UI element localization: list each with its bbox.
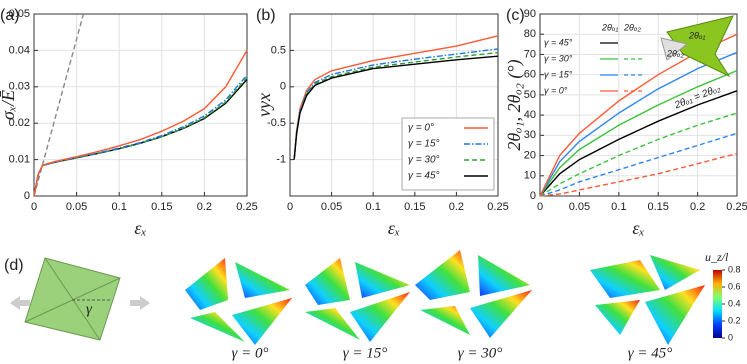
x-tick-label: 0.15 — [647, 201, 668, 213]
y-tick-label: 0 — [280, 81, 286, 93]
series-line — [33, 50, 248, 197]
y-tick-label: 50 — [524, 89, 536, 101]
series-line — [539, 69, 738, 197]
series-line — [539, 51, 738, 197]
x-axis-label: εₓ — [632, 218, 644, 238]
x-tick-label: 0.2 — [690, 201, 705, 213]
x-tick-label: 0.2 — [449, 201, 464, 213]
x-tick-label: 0 — [31, 201, 37, 213]
deformed-plate — [185, 258, 292, 345]
caption: γ = 45° — [628, 345, 673, 361]
panel-d: (d) γ u_z/l γ = 0° γ = 15° γ = 30° γ = 45° 0… — [4, 250, 741, 362]
panel-label: (b) — [256, 7, 276, 24]
series-line — [293, 55, 499, 160]
y-tick-label: 0.01 — [9, 154, 30, 166]
y-tick-label: 10 — [524, 170, 536, 182]
y-tick-label: 0.04 — [9, 44, 30, 56]
y-tick-label: -0.5 — [267, 117, 286, 129]
x-tick-label: 0.25 — [487, 201, 508, 213]
deformed-plate — [590, 255, 705, 345]
inset-diagram — [660, 37, 689, 61]
colorbar — [713, 270, 722, 338]
legend-label: γ = 15° — [408, 139, 440, 150]
x-tick-label: 0 — [537, 201, 543, 213]
legend-header: 2θₒ₂ — [623, 22, 641, 32]
caption: γ = 0° — [231, 345, 268, 361]
series-line — [539, 112, 738, 197]
x-tick-label: 0.05 — [66, 201, 87, 213]
arrow-left — [10, 296, 30, 310]
panel-label: (d) — [4, 257, 24, 274]
caption: γ = 30° — [458, 345, 503, 361]
y-tick-label: 30 — [524, 129, 536, 141]
x-tick-label: 0.1 — [366, 201, 381, 213]
series-line — [539, 90, 738, 197]
colorbar-tick-label: 0.2 — [728, 315, 741, 325]
y-tick-label: 0.5 — [271, 44, 286, 56]
y-tick-label: 20 — [524, 149, 536, 161]
inset-label: 2θₒ₂ — [666, 48, 684, 58]
caption: γ = 15° — [343, 345, 388, 361]
deformed-plate — [415, 250, 532, 338]
x-axis-label: εₓ — [134, 218, 146, 238]
diagonal — [44, 257, 101, 341]
y-tick-label: 0.05 — [9, 8, 30, 20]
y-tick-label: 60 — [524, 69, 536, 81]
legend-label: γ = 30° — [408, 155, 440, 166]
series-line — [539, 132, 738, 197]
legend-box — [401, 117, 495, 191]
x-tick-label: 0.25 — [726, 201, 747, 213]
x-tick-label: 0.15 — [151, 201, 172, 213]
legend-header: 2θₒ₁ — [601, 22, 618, 32]
colorbar-tick-label: 0.6 — [728, 281, 741, 291]
arrow-right — [130, 296, 150, 310]
plot-frame — [539, 13, 738, 197]
y-axis-label: νyx — [254, 93, 274, 117]
y-tick-label: 90 — [524, 8, 536, 20]
y-tick-label: 70 — [524, 48, 536, 60]
y-tick-label: 0.02 — [9, 117, 30, 129]
x-tick-label: 0.05 — [569, 201, 590, 213]
angle-label: γ — [86, 301, 93, 317]
y-tick-label: 0 — [24, 190, 30, 202]
legend-label: γ = 30° — [544, 53, 573, 63]
plot-frame — [33, 13, 248, 197]
x-tick-label: 0.1 — [112, 201, 127, 213]
series-line — [33, 77, 248, 197]
x-tick-label: 0.05 — [321, 201, 342, 213]
x-tick-label: 0.15 — [404, 201, 425, 213]
inset-diagram — [666, 15, 734, 78]
series-line — [33, 74, 248, 197]
colorbar-tick-label: 0.8 — [728, 264, 741, 274]
panel-label: (a) — [0, 7, 20, 24]
legend-label: γ = 15° — [544, 69, 573, 79]
legend-label: γ = 45° — [408, 171, 440, 182]
plot-frame — [289, 13, 499, 197]
colorbar-label: u_z/l — [705, 250, 729, 264]
inset-label: 2θₒ₁ — [688, 30, 705, 40]
y-axis-label: σₓ/Ē — [0, 90, 18, 120]
y-axis-label: 2θₒ₁, 2θₒ₂ (°) — [504, 59, 525, 150]
y-tick-label: 40 — [524, 109, 536, 121]
panel-label: (c) — [506, 7, 525, 24]
y-tick-label: 80 — [524, 28, 536, 40]
y-tick-label: 0.03 — [9, 81, 30, 93]
legend-label: γ = 45° — [544, 37, 573, 47]
colorbar-tick-label: 0 — [728, 332, 733, 342]
colorbar-tick-label: 0.4 — [728, 298, 741, 308]
series-line — [539, 152, 738, 197]
series-line — [293, 51, 499, 160]
x-tick-label: 0.2 — [197, 201, 212, 213]
legend-label: γ = 0° — [544, 85, 568, 95]
y-tick-label: -1 — [276, 154, 286, 166]
x-tick-label: 0 — [287, 201, 293, 213]
deformed-plate — [305, 258, 410, 342]
y-tick-label: 0 — [530, 190, 536, 202]
legend-label: γ = 0° — [408, 123, 434, 134]
x-axis-label: εₓ — [388, 218, 400, 238]
x-tick-label: 0.25 — [236, 201, 257, 213]
x-tick-label: 0.1 — [611, 201, 626, 213]
